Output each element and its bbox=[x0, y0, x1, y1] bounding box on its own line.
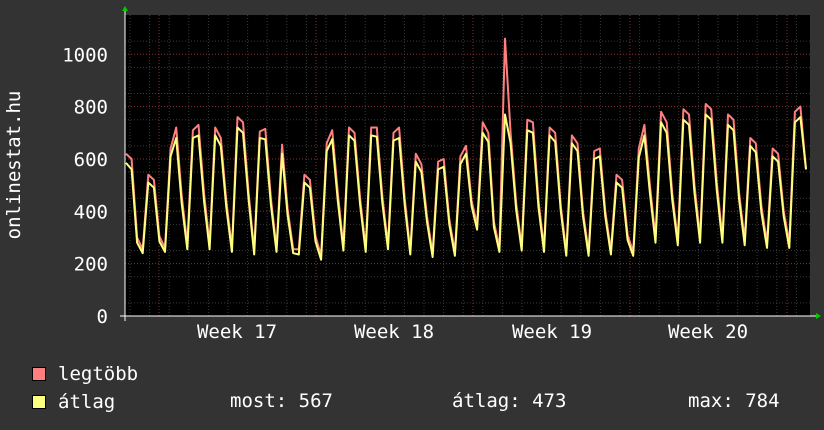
y-tick-label: 600 bbox=[74, 149, 108, 171]
x-tick-label: Week 19 bbox=[512, 321, 592, 343]
series-line-avg bbox=[125, 113, 807, 261]
y-tick-label: 1000 bbox=[62, 44, 108, 66]
y-tick-label: 0 bbox=[97, 306, 108, 328]
stat-maximum: max: 784 bbox=[688, 390, 780, 412]
legend-swatch-avg bbox=[32, 395, 46, 409]
x-tick-label: Week 17 bbox=[197, 321, 277, 343]
x-tick-labels: Week 17 Week 18 Week 19 Week 20 bbox=[197, 321, 748, 343]
legend-swatch-max bbox=[32, 367, 46, 381]
legend-item-avg: átlag bbox=[32, 391, 115, 413]
y-tick-label: 200 bbox=[74, 254, 108, 276]
legend-item-max: legtöbb bbox=[32, 363, 138, 385]
y-tick-labels: 0 200 400 600 800 1000 bbox=[62, 44, 108, 328]
legend-label-max: legtöbb bbox=[58, 363, 139, 385]
y-tick-label: 800 bbox=[74, 97, 108, 119]
series-layer bbox=[125, 37, 807, 261]
legend-label-avg: átlag bbox=[58, 391, 116, 413]
major-grid bbox=[125, 15, 810, 316]
x-tick-label: Week 20 bbox=[668, 321, 748, 343]
x-axis-arrow bbox=[816, 313, 821, 319]
axes bbox=[120, 6, 821, 321]
stat-current: most: 567 bbox=[230, 390, 333, 412]
y-tick-label: 400 bbox=[74, 201, 108, 223]
y-axis-arrow bbox=[122, 6, 128, 11]
x-tick-label: Week 18 bbox=[354, 321, 434, 343]
y-axis-label: onlinestat.hu bbox=[3, 91, 25, 240]
stat-average: átlag: 473 bbox=[452, 390, 567, 412]
